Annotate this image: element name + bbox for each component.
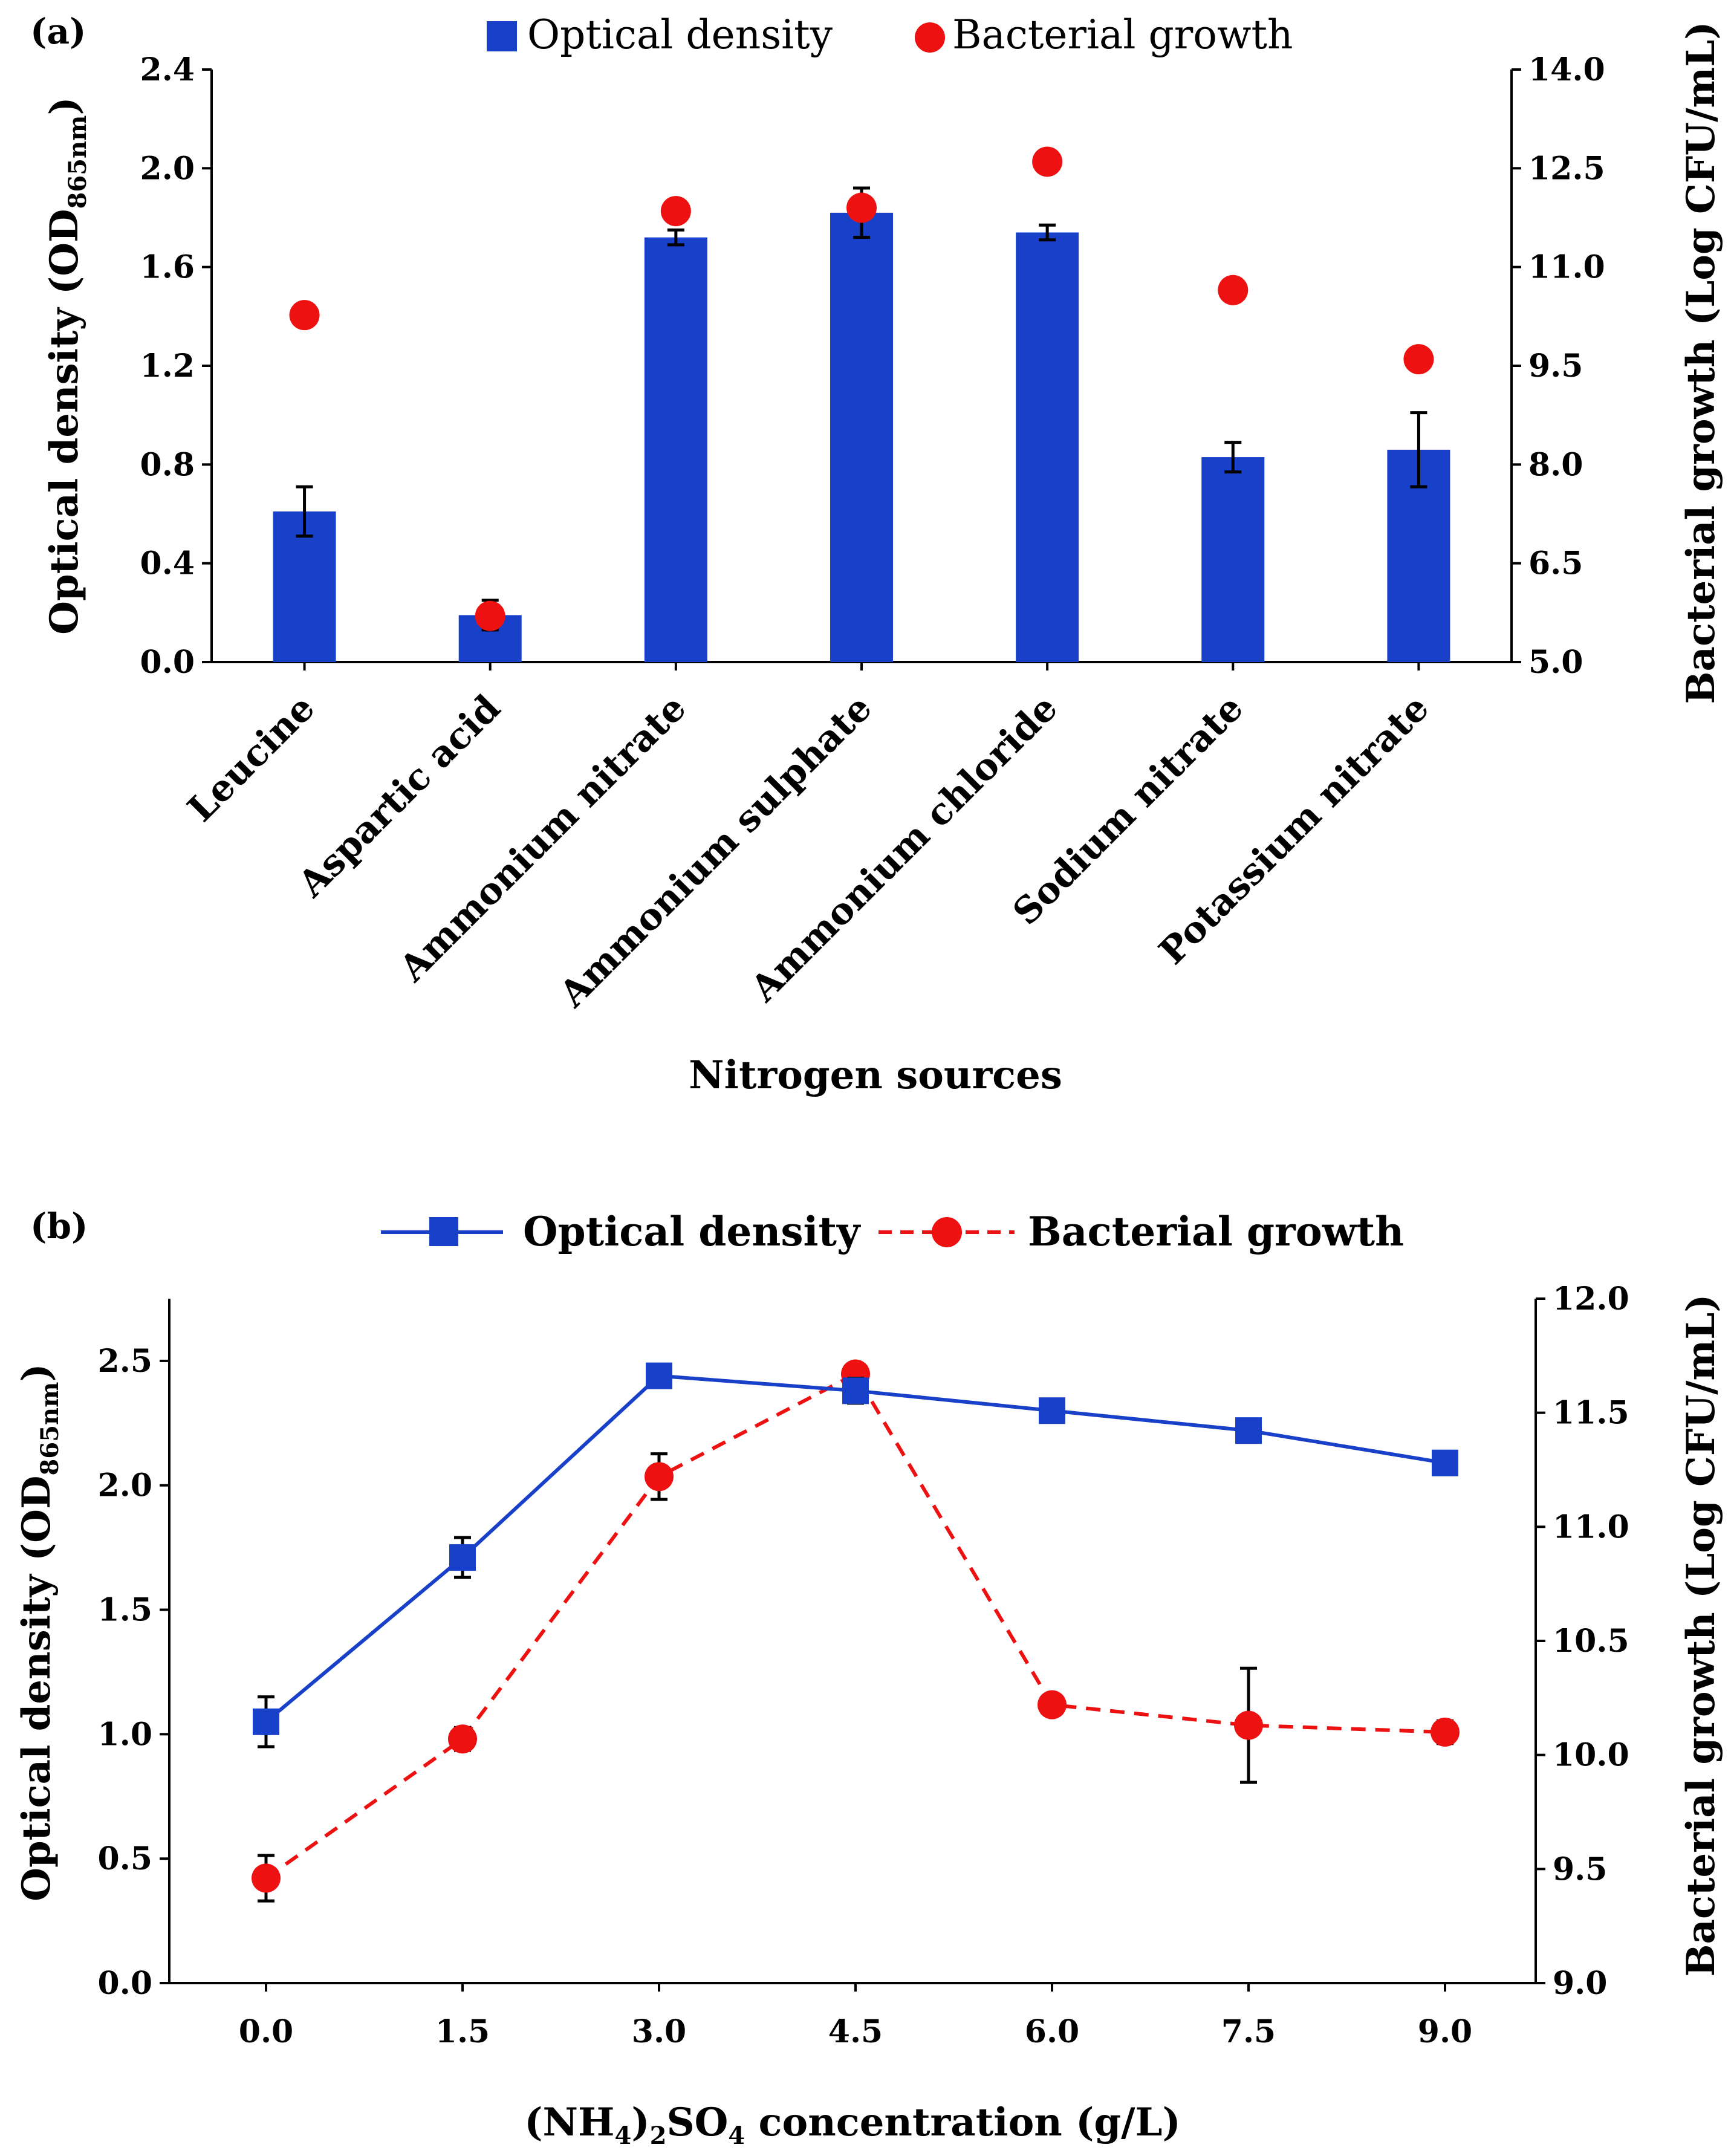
panel-b-ylabel: Optical density (OD865nm) (14, 1363, 64, 1901)
od-line (265, 1374, 1446, 1724)
y2-tick-label: 10.0 (1553, 1737, 1629, 1774)
growth-point (1234, 1710, 1263, 1740)
y2-tick-label: 14.0 (1528, 51, 1605, 88)
panel-b-y-ticks: 0.0 0.5 1.0 1.5 2.0 2.5 (98, 1343, 169, 2002)
panel-b-y2-ticks: 9.0 9.5 10.0 10.5 11.0 11.5 12.0 (1536, 1281, 1629, 2002)
y-tick-label: 2.0 (98, 1467, 152, 1504)
panel-a-xlabel: Nitrogen sources (689, 1053, 1062, 1098)
panel-b-od-series (253, 1362, 1458, 1749)
y-tick-label: 0.4 (140, 545, 195, 582)
x-tick-label: 4.5 (828, 2013, 883, 2050)
y-tick-label: 0.8 (140, 446, 195, 483)
y-tick-label: 1.0 (98, 1716, 152, 1753)
panel-b-growth-series (252, 1359, 1460, 1903)
panel-a-legend: Optical density Bacterial growth (487, 11, 1293, 58)
category-label: Leucine (180, 687, 323, 830)
panel-a-label: (a) (30, 11, 86, 52)
growth-point (252, 1863, 281, 1893)
bar (1201, 457, 1265, 662)
y-tick-label: 0.0 (140, 644, 195, 681)
y2-tick-label: 10.5 (1553, 1623, 1629, 1660)
y2-tick-label: 11.0 (1528, 249, 1605, 286)
growth-point (1431, 1717, 1460, 1747)
panel-a-bar-errors (296, 186, 1427, 632)
legend-bacterial-growth: Bacterial growth (952, 11, 1293, 58)
legend-circle-swatch (915, 22, 945, 53)
y-tick-label: 2.5 (98, 1343, 152, 1380)
legend-bacterial-growth-b: Bacterial growth (1028, 1208, 1404, 1255)
growth-point (475, 600, 505, 631)
y-tick-label: 0.0 (98, 1965, 152, 2002)
x-tick-label: 0.0 (239, 2013, 293, 2050)
panel-b-legend: Optical density Bacterial growth (381, 1208, 1404, 1255)
growth-point (289, 300, 320, 331)
od-point (1235, 1417, 1262, 1444)
panel-a-ylabel: Optical density (OD865nm) (42, 97, 92, 635)
panel-b-label: (b) (30, 1206, 88, 1247)
growth-point (1403, 344, 1434, 375)
y2-tick-label: 12.5 (1528, 150, 1605, 187)
bar (830, 212, 893, 662)
y-tick-label: 1.2 (140, 348, 195, 385)
panel-b-x-ticks: 0.0 1.5 3.0 4.5 6.0 7.5 9.0 (239, 1983, 1472, 2050)
od-point (646, 1362, 672, 1389)
panel-b-xlabel: (NH4)2SO4 concentration (g/L) (524, 2100, 1181, 2150)
y-tick-label: 2.4 (140, 51, 195, 88)
y2-tick-label: 9.0 (1553, 1965, 1607, 2002)
panel-a-y-ticks: 0.0 0.4 0.8 1.2 1.6 2.0 2.4 (140, 51, 212, 681)
od-point (1039, 1397, 1065, 1424)
x-tick-label: 3.0 (632, 2013, 686, 2050)
x-tick-label: 9.0 (1418, 2013, 1472, 2050)
od-point (1432, 1449, 1458, 1476)
growth-point (448, 1724, 477, 1754)
growth-line (265, 1371, 1446, 1880)
od-point (842, 1377, 869, 1404)
panel-a-growth-points (289, 146, 1434, 631)
od-point (253, 1708, 279, 1735)
y2-tick-label: 12.0 (1553, 1281, 1629, 1317)
legend-optical-density-b: Optical density (523, 1208, 861, 1255)
x-tick-label: 1.5 (435, 2013, 490, 2050)
panel-b-y2label: Bacterial growth (Log CFU/mL) (1678, 1294, 1724, 1976)
panel-a-y2label: Bacterial growth (Log CFU/mL) (1678, 21, 1724, 704)
growth-point (645, 1462, 674, 1492)
category-label: Ammonium sulphate (551, 687, 880, 1016)
panel-a-bars (273, 212, 1450, 663)
y-tick-label: 2.0 (140, 150, 195, 187)
y2-tick-label: 5.0 (1528, 644, 1583, 681)
growth-point (1218, 274, 1249, 305)
od-point (449, 1544, 476, 1571)
legend-square-marker (429, 1217, 458, 1246)
growth-point (660, 196, 691, 227)
legend-circle-marker (932, 1217, 962, 1247)
y-tick-label: 1.5 (98, 1592, 152, 1629)
bar (1016, 232, 1079, 662)
legend-optical-density: Optical density (527, 11, 833, 58)
bar (644, 237, 707, 663)
panel-b: (b) Optical density Bacterial growth 0.0… (14, 1206, 1724, 2150)
y2-tick-label: 8.0 (1528, 446, 1583, 483)
x-tick-label: 7.5 (1221, 2013, 1276, 2050)
x-tick-label: 6.0 (1025, 2013, 1079, 2050)
growth-point (1032, 146, 1063, 177)
growth-point (846, 192, 877, 223)
panel-a: (a) Optical density Bacterial growth 0.0… (30, 11, 1724, 1098)
y2-tick-label: 9.5 (1553, 1851, 1607, 1888)
growth-point (1038, 1690, 1067, 1719)
y2-tick-label: 11.0 (1553, 1508, 1629, 1545)
y2-tick-label: 9.5 (1528, 348, 1583, 385)
legend-bar-swatch (487, 21, 517, 51)
panel-a-y2-ticks: 5.0 6.5 8.0 9.5 11.0 12.5 14.0 (1512, 51, 1605, 681)
category-label: Aspartic acid (290, 687, 508, 906)
y2-tick-label: 6.5 (1528, 545, 1583, 582)
y2-tick-label: 11.5 (1553, 1395, 1629, 1432)
category-label: Ammonium chloride (742, 687, 1066, 1010)
y-tick-label: 0.5 (98, 1840, 152, 1877)
y-tick-label: 1.6 (140, 249, 195, 286)
